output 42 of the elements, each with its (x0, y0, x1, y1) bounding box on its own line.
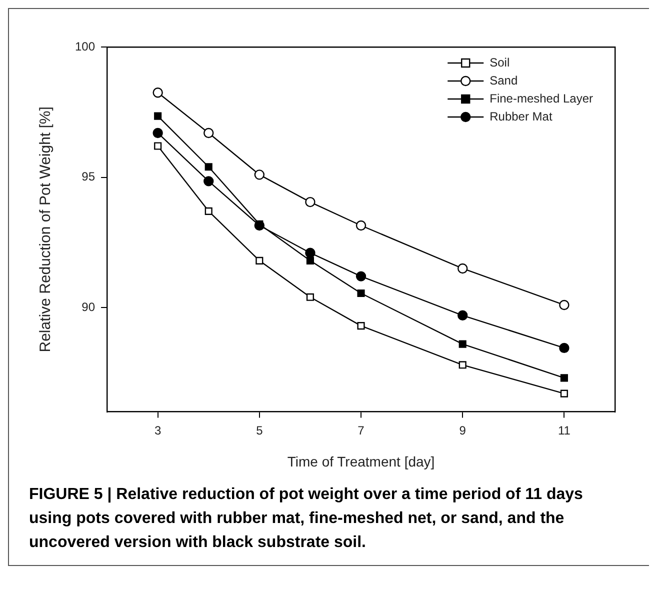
point (356, 220, 366, 231)
point (357, 289, 365, 298)
caption: FIGURE 5 | Relative reduction of pot weight over a time period of 11 days using pots covered with rubber mat, fine-meshed net, or sand, and the uncovered version with black substrate soil. (28, 485, 584, 553)
point (458, 340, 466, 348)
point (152, 88, 163, 98)
point (204, 207, 212, 215)
point (357, 322, 365, 330)
legend-label: Soil (490, 55, 510, 70)
point (560, 390, 568, 398)
point (356, 271, 366, 282)
y-tick-label: 95 (82, 170, 96, 184)
legend-label: Fine-meshed Layer (490, 91, 594, 106)
y-tick-label: 90 (82, 300, 96, 314)
point (559, 342, 570, 354)
y-tick-label: 100 (74, 39, 96, 54)
x-tick-label: 3 (154, 423, 162, 438)
point (204, 163, 212, 171)
x-tick-label: 11 (558, 423, 571, 438)
legend-label: Rubber Mat (490, 109, 553, 124)
point (204, 128, 214, 138)
point (154, 112, 162, 120)
point (559, 300, 570, 310)
point (154, 142, 162, 150)
point (204, 176, 214, 186)
point (306, 256, 314, 264)
x-tick-label: 5 (256, 423, 264, 438)
point (305, 248, 316, 258)
x-tick-label: 7 (358, 423, 365, 438)
point (458, 361, 466, 369)
x-tick-label: 9 (459, 423, 466, 438)
point (458, 310, 468, 320)
point (306, 293, 314, 301)
point (458, 263, 468, 274)
legend-label: Sand (490, 73, 518, 88)
point (256, 256, 264, 264)
point (254, 170, 265, 180)
point (254, 220, 265, 231)
point (560, 374, 568, 382)
point (305, 196, 316, 208)
point (152, 128, 163, 138)
x-axis-title: Time of Treatment [day] (287, 453, 435, 470)
y-axis-title: Relative Reduction of Pot Weight [%] (37, 106, 54, 352)
